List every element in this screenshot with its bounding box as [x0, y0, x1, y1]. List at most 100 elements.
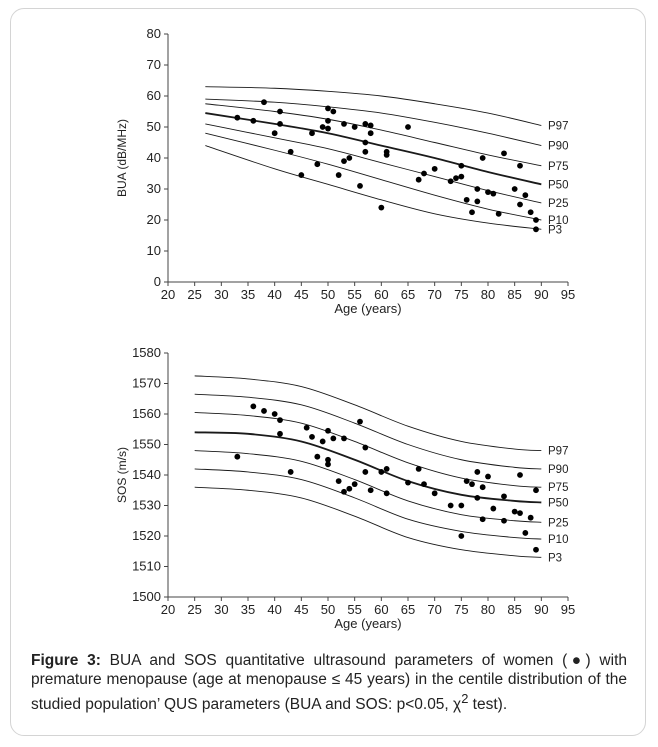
chart1-data-point: [325, 125, 331, 132]
chart1-centile-label: P50: [548, 179, 568, 191]
chart2-centile-label: P25: [548, 517, 568, 529]
bua-chart: 0 10 20 30 40 50 60 70 80 20 25 30 35 40 45 50 55 60 65 70 7…: [115, 26, 575, 316]
chart1-centile-label: P3: [548, 224, 562, 236]
figure-caption: Figure 3: BUA and SOS quantitative ultra…: [31, 651, 627, 714]
chart2-data-point: [501, 493, 507, 500]
chart2-data-point: [362, 469, 369, 475]
chart1-data-point: [474, 186, 481, 192]
chart1-data-point: [501, 150, 507, 157]
chart2-data-point: [469, 481, 475, 488]
chart2-y-tick-label: 1510: [132, 559, 161, 574]
chart2-data-point: [378, 469, 385, 475]
chart2-y-tick-label: 1540: [132, 467, 161, 482]
chart1-data-point: [325, 105, 331, 112]
chart1-x-tick-label: 40: [267, 287, 281, 302]
chart2-data-point: [357, 418, 363, 425]
chart2-data-point: [431, 490, 438, 497]
caption-label: Figure 3:: [31, 652, 101, 669]
chart1-data-point: [298, 172, 305, 178]
chart1-y-axis-label: BUA (dB/MHz): [115, 119, 129, 197]
chart2-centile-p90: [194, 393, 542, 470]
chart2-y-tick-label: 1520: [132, 528, 161, 543]
chart2-centile-label: P97: [548, 446, 568, 458]
chart2-data-point: [250, 403, 257, 410]
chart2-data-point: [346, 485, 353, 492]
chart2-data-point: [511, 508, 518, 515]
chart1-data-point: [415, 176, 422, 183]
chart1-data-point: [447, 178, 454, 185]
chart2-data-point: [341, 488, 347, 495]
chart2-data-point: [277, 430, 283, 437]
chart2-x-tick-label: 30: [214, 602, 228, 617]
chart2-x-tick-label: 55: [347, 602, 361, 617]
chart2-data-point: [287, 469, 294, 475]
chart2-data-point: [341, 435, 347, 442]
chart1-x-tick-label: 55: [347, 287, 361, 302]
chart2-centile-label: P75: [548, 482, 568, 494]
chart1-data-point: [277, 108, 283, 115]
chart2-data-point: [271, 411, 278, 417]
chart2-data-point: [325, 427, 331, 434]
chart1-data-point: [357, 183, 363, 189]
chart1-data-point: [341, 121, 347, 127]
chart1-x-tick-label: 80: [481, 287, 495, 302]
chart2-data-point: [330, 435, 337, 442]
chart1-data-point: [234, 114, 241, 121]
chart2-data-point: [303, 424, 310, 431]
chart1-centile-label: P97: [548, 120, 568, 132]
chart2-data-point: [458, 502, 465, 509]
chart1-y-tick-label: 60: [147, 88, 161, 103]
chart2-data-point: [335, 478, 342, 484]
chart1-data-point: [490, 190, 497, 197]
chart2-data-point: [383, 466, 390, 472]
chart2-data-point: [415, 466, 422, 472]
chart1-data-point: [314, 161, 321, 168]
chart2-x-tick-label: 60: [374, 602, 388, 617]
chart2-y-axis-label: SOS (m/s): [115, 447, 129, 503]
chart1-x-tick-label: 30: [214, 287, 228, 302]
chart1-data-point: [469, 209, 475, 216]
chart2-x-axis-label: Age (years): [334, 616, 401, 631]
chart1-data-point: [362, 148, 369, 155]
sos-chart: 1500 1510 1520 1530 1540 1550 1560 1570 1580 20 25…: [115, 345, 575, 631]
chart2-data-point: [490, 505, 497, 512]
chart1-x-tick-label: 85: [507, 287, 521, 302]
chart1-data-point: [367, 122, 374, 129]
chart2-x-tick-label: 50: [321, 602, 335, 617]
chart1-centile-label: P25: [548, 198, 568, 210]
chart1-x-tick-label: 25: [187, 287, 201, 302]
chart1-data-point: [351, 124, 358, 130]
chart1-data-point: [533, 226, 539, 233]
chart1-data-point: [362, 139, 369, 146]
chart1-data-point: [405, 124, 411, 130]
chart1-centile-label: P90: [548, 141, 568, 153]
chart2-x-tick-label: 20: [161, 602, 175, 617]
chart1-data-point: [271, 130, 278, 137]
chart1-data-point: [495, 210, 502, 217]
chart1-y-tick-label: 20: [147, 212, 161, 227]
chart1-x-tick-label: 35: [241, 287, 255, 302]
chart2-data-point: [447, 502, 454, 509]
chart1-x-tick-label: 50: [321, 287, 335, 302]
chart2-data-point: [261, 408, 267, 414]
chart1-y-tick-label: 70: [147, 57, 161, 72]
chart2-data-point: [517, 472, 523, 478]
chart1-centile-p10: [205, 132, 542, 221]
chart2-centile-p75: [194, 412, 542, 488]
chart1-data-point: [319, 124, 326, 130]
chart2-centile-label: P50: [548, 497, 568, 509]
chart1-data-point: [309, 130, 315, 137]
chart2-data-point: [458, 533, 465, 539]
chart1-centile-p75: [205, 103, 542, 167]
chart1-x-tick-label: 20: [161, 287, 175, 302]
chart2-y-tick-label: 1580: [132, 345, 161, 360]
chart1-data-point: [533, 217, 539, 223]
chart2-centile-p10: [194, 468, 542, 540]
chart2-data-point: [383, 490, 390, 497]
chart2-data-point: [367, 487, 374, 494]
chart2-centile-label: P90: [548, 464, 568, 476]
chart1-data-point: [362, 121, 369, 127]
chart1-centile-p97: [205, 86, 542, 126]
chart2-centile-label: P10: [548, 534, 568, 546]
chart2-data-point: [325, 456, 331, 463]
